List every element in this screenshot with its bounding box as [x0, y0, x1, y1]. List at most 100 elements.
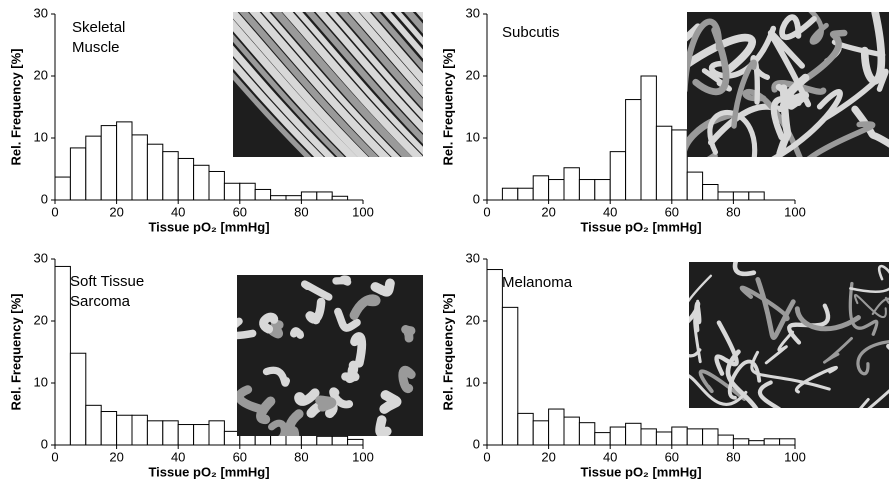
y-tick-label: 0	[473, 191, 480, 206]
bar	[763, 438, 781, 446]
bar	[671, 129, 688, 201]
vessel	[689, 348, 702, 358]
y-tick-label: 20	[466, 312, 480, 327]
bar	[748, 191, 765, 201]
bar	[254, 188, 272, 201]
vessel	[794, 306, 861, 332]
y-tick-label: 10	[466, 374, 480, 389]
vessel	[379, 390, 402, 414]
bar	[548, 179, 565, 201]
x-tick-label: 0	[483, 204, 490, 219]
x-tick-label: 60	[665, 449, 679, 464]
bar	[146, 143, 164, 201]
vessel	[808, 12, 829, 45]
bar	[501, 306, 519, 446]
vessel	[305, 297, 326, 325]
x-tick-label: 100	[784, 449, 806, 464]
bar	[69, 352, 87, 446]
bar	[609, 151, 627, 201]
bar	[285, 195, 302, 201]
bar	[331, 435, 349, 446]
panel-title: Melanoma	[502, 274, 573, 291]
bar	[640, 75, 657, 201]
vessel	[794, 365, 838, 394]
vessel	[732, 262, 757, 277]
micrograph	[687, 12, 889, 157]
vessel	[237, 317, 257, 340]
x-tick-label: 100	[784, 204, 806, 219]
vessel	[371, 12, 423, 72]
bar	[532, 420, 550, 446]
vessel	[233, 33, 345, 157]
bar	[732, 438, 750, 446]
bar	[285, 433, 302, 446]
bar	[748, 440, 765, 446]
bar	[208, 170, 225, 201]
vessel	[268, 419, 288, 436]
vessel	[233, 58, 324, 157]
y-axis-label: Rel. Frequency [%]	[440, 293, 455, 410]
vessel	[282, 12, 423, 157]
vessel	[259, 312, 279, 334]
x-tick-label: 40	[603, 449, 617, 464]
panel-title: Skeletal	[72, 19, 125, 36]
vessel	[375, 415, 392, 436]
vessel	[393, 12, 423, 46]
vessel	[403, 12, 423, 34]
vessel	[692, 26, 730, 96]
vessel	[689, 274, 713, 303]
bar	[779, 438, 796, 446]
vessel	[289, 327, 305, 339]
vessel	[261, 12, 401, 157]
bar	[177, 424, 195, 446]
x-axis-label: Tissue pO₂ [mmHg]	[580, 219, 701, 234]
bar	[594, 432, 611, 446]
x-tick-label: 80	[726, 449, 740, 464]
y-tick-label: 30	[34, 250, 48, 265]
vessel	[755, 277, 796, 340]
vessel	[271, 12, 413, 157]
bar	[625, 422, 642, 446]
bar	[116, 414, 133, 446]
y-axis-label: Rel. Frequency [%]	[8, 48, 23, 165]
x-tick-label: 20	[109, 449, 123, 464]
y-tick-label: 20	[34, 67, 48, 82]
y-tick-label: 30	[466, 5, 480, 20]
y-tick-label: 10	[466, 129, 480, 144]
vessel	[731, 59, 757, 129]
y-tick-label: 10	[34, 129, 48, 144]
vessel	[848, 281, 879, 336]
y-tick-label: 10	[34, 374, 48, 389]
vessel	[764, 330, 795, 365]
bar	[270, 195, 287, 201]
vessel	[689, 374, 748, 406]
vessel	[301, 280, 333, 301]
bar	[162, 151, 179, 201]
y-tick-label: 0	[41, 436, 48, 451]
bar	[486, 269, 503, 446]
vessel	[401, 325, 416, 343]
bar	[331, 195, 349, 201]
vessel	[348, 12, 423, 98]
vessel	[382, 12, 423, 59]
bar	[732, 191, 750, 201]
bar	[609, 426, 627, 446]
y-tick-label: 30	[34, 5, 48, 20]
bar	[501, 187, 519, 201]
bar	[100, 411, 118, 446]
y-tick-label: 0	[473, 436, 480, 451]
bar	[162, 420, 179, 446]
bar	[316, 435, 333, 446]
vessel	[687, 23, 702, 42]
x-tick-label: 100	[352, 204, 374, 219]
bar	[686, 428, 704, 446]
vessel	[725, 349, 759, 408]
vessel	[398, 366, 416, 393]
bar	[300, 433, 318, 446]
bar	[655, 125, 673, 201]
vessel	[334, 307, 361, 332]
x-tick-label: 40	[171, 204, 185, 219]
micrograph	[237, 275, 423, 436]
vessel	[707, 109, 757, 157]
x-tick-label: 60	[233, 204, 247, 219]
